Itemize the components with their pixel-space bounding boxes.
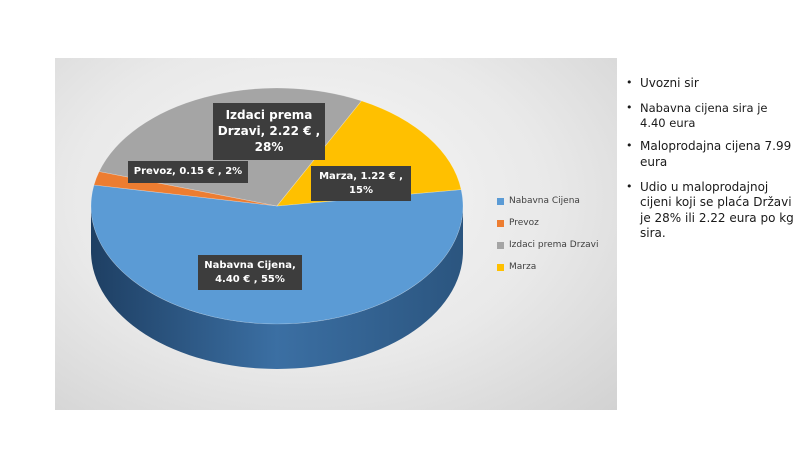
legend-item-marza: Marza [497,256,609,278]
pie-slice-nabavna [90,184,464,325]
legend-swatch-izdaci [497,241,504,249]
pie-side-wall [91,206,463,369]
data-label-prevoz-text: Prevoz, 0.15 € , 2% [133,166,243,177]
pie-side-nabavna [91,206,463,369]
legend-label-izdaci: Izdaci prema Drzavi [509,240,599,250]
legend-item-nabavna: Nabavna Cijena [497,190,609,212]
bullet-text-uvozni-sir: Uvozni sir [640,76,699,90]
legend-label-nabavna: Nabavna Cijena [509,196,580,206]
data-label-nabavna: Nabavna Cijena, 4.40 € , 55% [198,255,302,290]
data-label-marza-line1: Marza, 1.22 € , [319,171,403,182]
data-label-izdaci-line2: Drzavi, 2.22 € , [217,124,321,139]
bullet-dot-icon: • [626,179,633,193]
data-label-nabavna-line1: Nabavna Cijena, [204,260,296,271]
bullet-text-nabavna: Nabavna cijena sira je 4.40 eura [640,100,768,130]
data-label-nabavna-line2: 4.40 € , 55% [215,273,285,285]
legend-label-marza: Marza [509,262,537,272]
legend-item-prevoz: Prevoz [497,212,609,234]
data-label-izdaci: Izdaci prema Drzavi, 2.22 € , 28% [213,103,325,160]
legend-swatch-nabavna [497,197,504,205]
bullet-dot-icon: • [626,139,633,153]
legend-label-prevoz: Prevoz [509,218,539,228]
chart-panel: Izdaci prema Drzavi, 2.22 € , 28% Prevoz… [55,58,617,410]
chart-legend: Nabavna Cijena Prevoz Izdaci prema Drzav… [497,190,609,278]
bullet-item: • Nabavna cijena sira je 4.40 eura [626,101,796,131]
data-label-prevoz: Prevoz, 0.15 € , 2% [128,161,248,183]
bullet-text-udio: Udio u maloprodajnoj cijeni koji se plać… [640,179,794,241]
legend-item-izdaci: Izdaci prema Drzavi [497,234,609,256]
bullet-text-maloprodajna: Maloprodajna cijena 7.99 eura [640,139,792,170]
data-label-izdaci-line1: Izdaci prema [225,108,313,122]
bullet-dot-icon: • [626,100,633,114]
bullet-list: • Uvozni sir • Nabavna cijena sira je 4.… [626,76,796,251]
bullet-item: • Maloprodajna cijena 7.99 eura [626,139,796,170]
bullet-item: • Udio u maloprodajnoj cijeni koji se pl… [626,180,796,242]
data-label-marza-line2: 15% [349,184,373,196]
legend-swatch-prevoz [497,219,504,227]
bullet-dot-icon: • [626,76,633,89]
data-label-marza: Marza, 1.22 € , 15% [311,166,411,201]
data-label-izdaci-line3: 28% [254,140,284,155]
legend-swatch-marza [497,263,504,271]
bullet-item: • Uvozni sir [626,76,796,92]
